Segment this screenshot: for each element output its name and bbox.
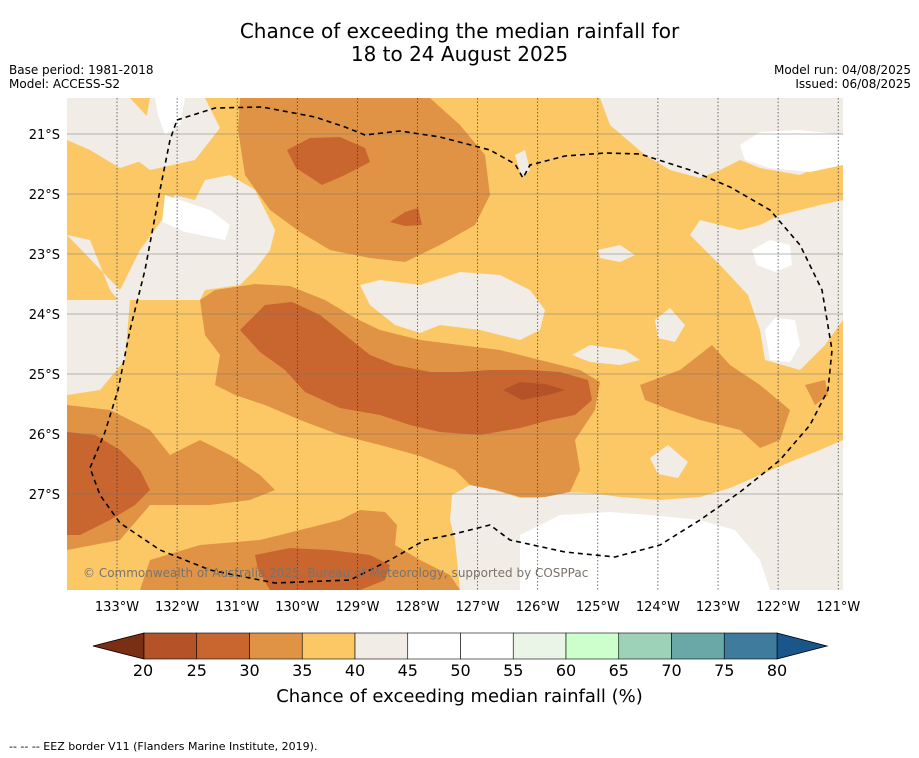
rainfall-map: © Commonwealth of Australia 2025, Bureau… [67, 98, 843, 590]
graticule [67, 98, 843, 590]
colorbar-label: Chance of exceeding median rainfall (%) [276, 686, 643, 707]
eez-border [89, 106, 833, 584]
footer-note: -- -- -- EEZ border V11 (Flanders Marine… [9, 740, 318, 753]
model-text: Model: ACCESS-S2 [9, 77, 121, 91]
lon-label: 128°W [395, 600, 439, 615]
lon-label: 131°W [215, 600, 259, 615]
band-25-30 [67, 137, 592, 590]
meta-right: Model run: 04/08/2025 Issued: 06/08/2025 [774, 63, 911, 91]
lon-label: 129°W [335, 600, 379, 615]
colorbar-tick-label: 20 [133, 661, 153, 680]
colorbar-ticks: 20 25 30 35 40 45 50 55 60 65 70 75 80 [133, 661, 787, 680]
colorbar-tick-label: 35 [292, 661, 312, 680]
colorbar-segment [460, 632, 514, 660]
colorbar-tick-label: 40 [345, 661, 365, 680]
lon-label: 130°W [275, 600, 319, 615]
title-line-2: 18 to 24 August 2025 [350, 42, 569, 66]
meta-left: Base period: 1981-2018 Model: ACCESS-S2 [9, 63, 154, 91]
colorbar-tick-label: 25 [187, 661, 207, 680]
lat-label: 25°S [29, 368, 60, 383]
colorbar-tick-label: 55 [503, 661, 523, 680]
lat-label: 27°S [29, 488, 60, 503]
band-20-25 [503, 382, 565, 400]
colorbar-tick-label: 45 [398, 661, 418, 680]
lon-label: 126°W [516, 600, 560, 615]
lon-label: 123°W [696, 600, 740, 615]
lon-label: 127°W [456, 600, 500, 615]
axis-labels: 133°W 132°W 131°W 130°W 129°W 128°W 127°W 126°W… [29, 128, 861, 615]
colorbar-tick-label: 30 [239, 661, 259, 680]
lon-label: 122°W [756, 600, 800, 615]
colorbar-tick-label: 65 [609, 661, 629, 680]
lat-label: 21°S [29, 128, 60, 143]
colorbar-tick-label: 75 [714, 661, 734, 680]
colorbar-tick-label: 60 [556, 661, 576, 680]
colorbar-segment [249, 632, 303, 660]
colorbar-segment [407, 632, 461, 660]
colorbar-segment [196, 632, 250, 660]
colorbar-low-arrow [92, 632, 145, 660]
lat-label: 23°S [29, 248, 60, 263]
colorbar-segment [671, 632, 725, 660]
lat-label: 26°S [29, 428, 60, 443]
lon-label: 124°W [636, 600, 680, 615]
colorbar-segment [723, 632, 778, 660]
colorbar-segment [512, 632, 567, 660]
colorbar-high-arrow [776, 632, 829, 660]
band-45-50 [155, 98, 843, 590]
colorbar: 20 25 30 35 40 45 50 55 60 65 70 75 80 [92, 632, 829, 680]
colorbar-tick-label: 50 [450, 661, 470, 680]
copyright-text: © Commonwealth of Australia 2025, Bureau… [83, 566, 588, 580]
model-run-text: Model run: 04/08/2025 [773, 63, 911, 77]
lon-label: 132°W [155, 600, 199, 615]
colorbar-segment [565, 632, 620, 660]
colorbar-segment [301, 632, 356, 660]
colorbar-tick-label: 70 [661, 661, 681, 680]
colorbar-segment [354, 632, 409, 660]
lat-label: 24°S [29, 308, 60, 323]
lon-label: 133°W [95, 600, 139, 615]
colorbar-segments [143, 632, 778, 660]
colorbar-segment [618, 632, 672, 660]
issued-text: Issued: 06/08/2025 [795, 77, 911, 91]
lat-label: 22°S [29, 188, 60, 203]
colorbar-segment [143, 632, 198, 660]
map-title: Chance of exceeding the median rainfall … [0, 20, 919, 66]
lon-label: 125°W [576, 600, 620, 615]
colorbar-tick-label: 80 [767, 661, 787, 680]
title-line-1: Chance of exceeding the median rainfall … [239, 19, 680, 43]
lon-label: 121°W [816, 600, 860, 615]
base-period-text: Base period: 1981-2018 [9, 63, 154, 77]
